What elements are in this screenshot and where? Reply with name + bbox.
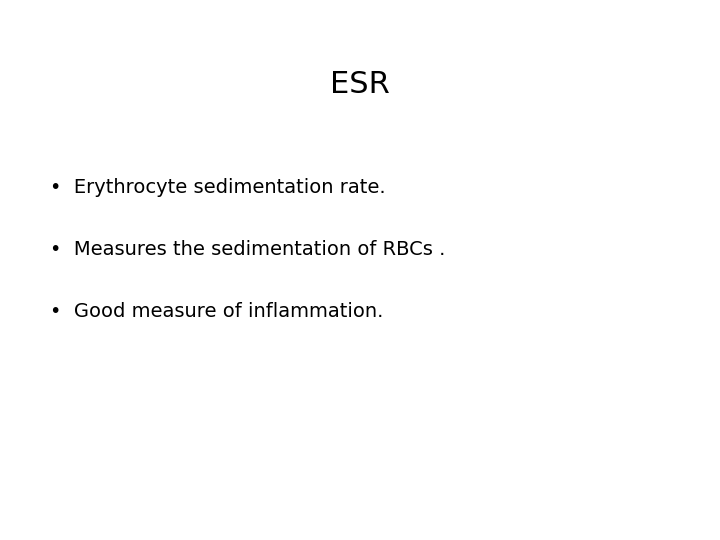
- Text: •  Erythrocyte sedimentation rate.: • Erythrocyte sedimentation rate.: [50, 178, 386, 197]
- Text: •  Measures the sedimentation of RBCs .: • Measures the sedimentation of RBCs .: [50, 240, 446, 259]
- Text: ESR: ESR: [330, 70, 390, 99]
- Text: •  Good measure of inflammation.: • Good measure of inflammation.: [50, 302, 384, 321]
